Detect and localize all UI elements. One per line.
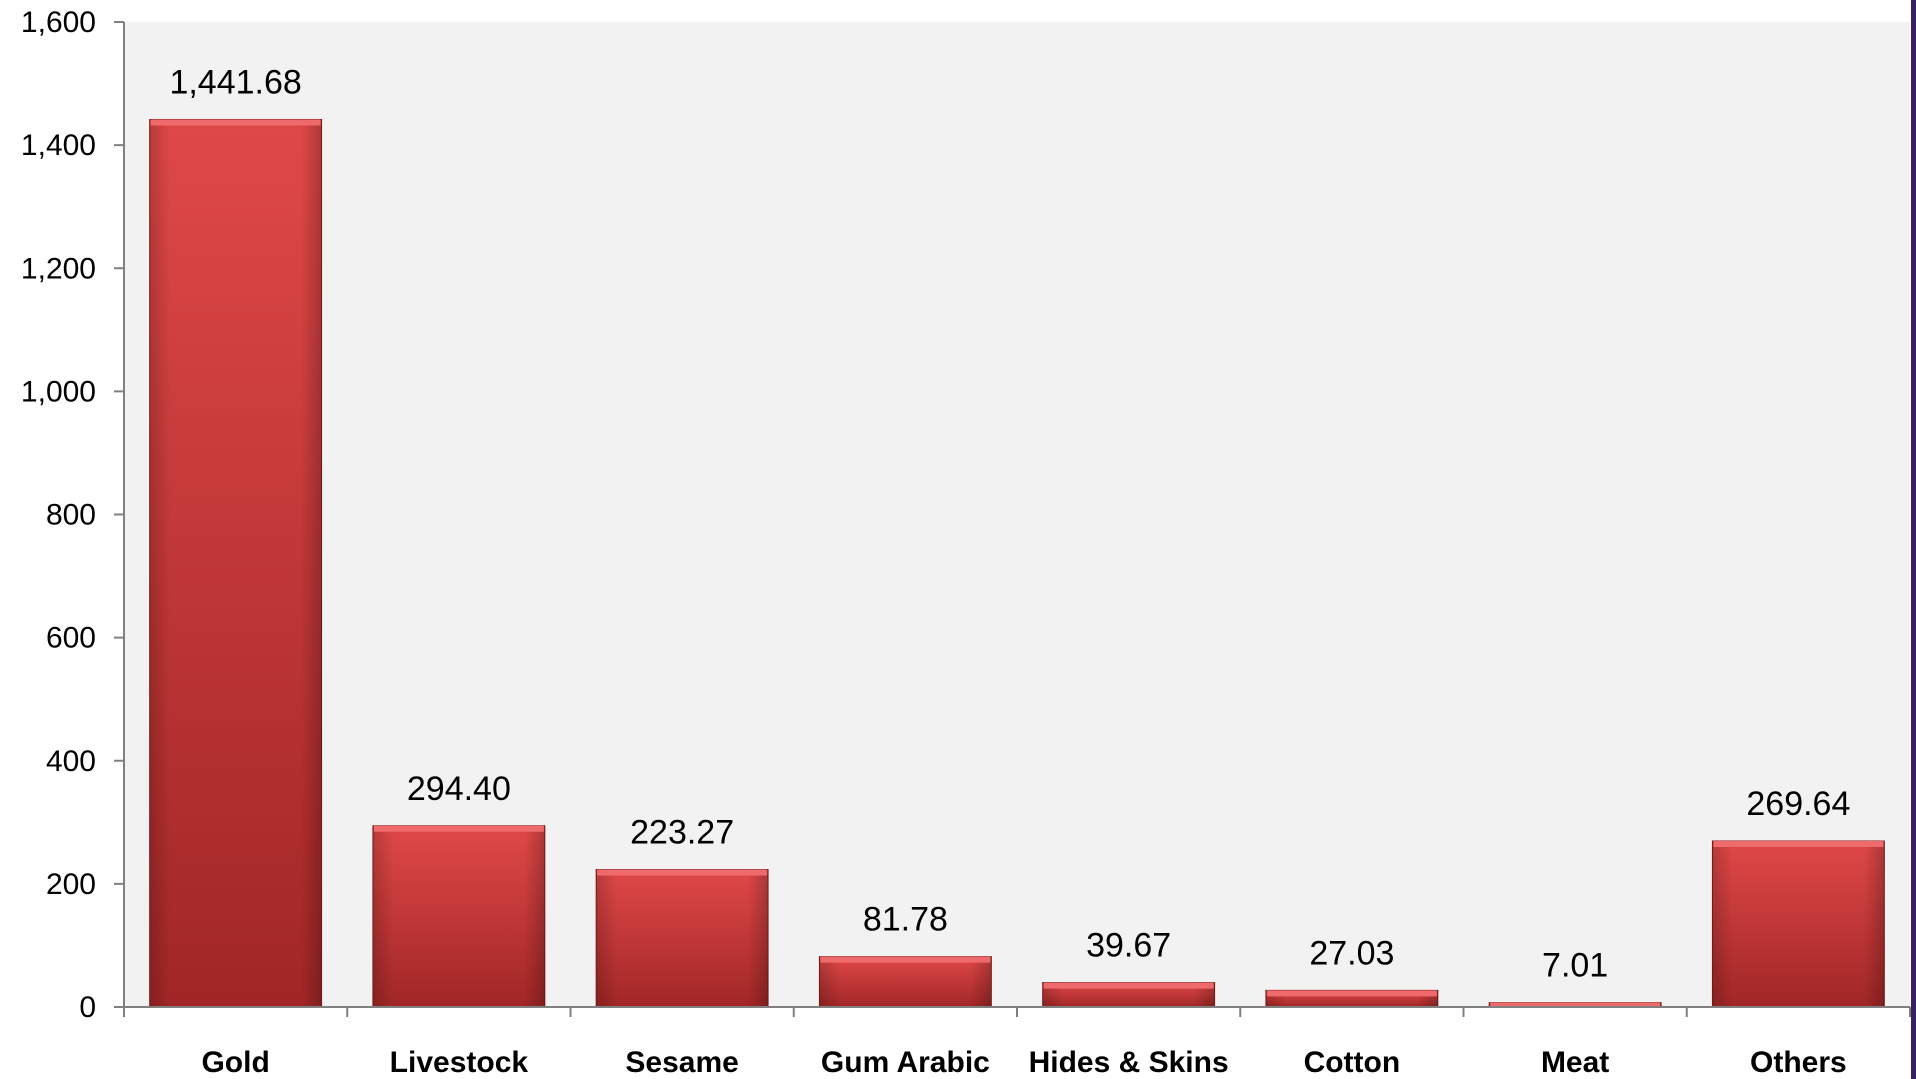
labels-group: 0 200 400 600 800 1,000 1,200 1,400 1,600 1,441.6… [21, 6, 1850, 1079]
y-tick-label: 200 [46, 868, 96, 901]
bar-sesame [595, 869, 769, 1008]
y-tick-label: 800 [46, 499, 96, 532]
bar-top-highlight [1490, 1002, 1661, 1007]
bar-top-highlight [150, 119, 321, 126]
right-edge-border [1911, 0, 1916, 1079]
data-label: 27.03 [1309, 934, 1394, 972]
bar-shading [596, 869, 769, 1007]
bar-hides-skins [1042, 982, 1216, 1008]
data-label: 269.64 [1746, 785, 1850, 823]
bar-top-highlight [597, 869, 768, 876]
bar-top-highlight [373, 825, 544, 832]
x-category-label: Gum Arabic [821, 1046, 990, 1079]
bars-group [149, 118, 1885, 1008]
bar-others [1711, 840, 1885, 1008]
bar-top-highlight [1266, 990, 1437, 997]
bar-top-highlight [1713, 841, 1884, 848]
y-tick-label: 0 [79, 991, 96, 1024]
bar-shading [372, 825, 545, 1007]
data-label: 223.27 [630, 814, 734, 852]
x-category-label: Others [1750, 1046, 1847, 1079]
bar-shading [819, 956, 992, 1007]
y-tick-label: 600 [46, 622, 96, 655]
y-tick-label: 1,200 [21, 252, 96, 285]
bar-livestock [372, 825, 546, 1008]
bar-gum-arabic [818, 956, 992, 1008]
y-tick-label: 1,600 [21, 6, 96, 39]
x-category-label: Meat [1541, 1046, 1609, 1079]
x-category-label: Gold [201, 1046, 269, 1079]
axes-group [114, 21, 1911, 1017]
bar-top-highlight [820, 956, 991, 963]
x-category-label: Hides & Skins [1029, 1046, 1229, 1079]
y-tick-label: 1,400 [21, 129, 96, 162]
bar-shading [1712, 841, 1885, 1007]
x-category-label: Livestock [390, 1046, 529, 1079]
bar-shading [149, 119, 322, 1007]
data-label: 39.67 [1086, 927, 1171, 965]
x-category-label: Cotton [1304, 1046, 1401, 1079]
y-tick-label: 400 [46, 745, 96, 778]
bar-cotton [1265, 989, 1439, 1008]
x-category-label: Sesame [625, 1046, 738, 1079]
data-label: 7.01 [1542, 947, 1608, 985]
data-label: 81.78 [863, 901, 948, 939]
data-label: 294.40 [407, 770, 511, 808]
data-label: 1,441.68 [169, 63, 301, 101]
bar-top-highlight [1043, 982, 1214, 989]
y-tick-label: 1,000 [21, 375, 96, 408]
bar-gold [149, 118, 323, 1008]
